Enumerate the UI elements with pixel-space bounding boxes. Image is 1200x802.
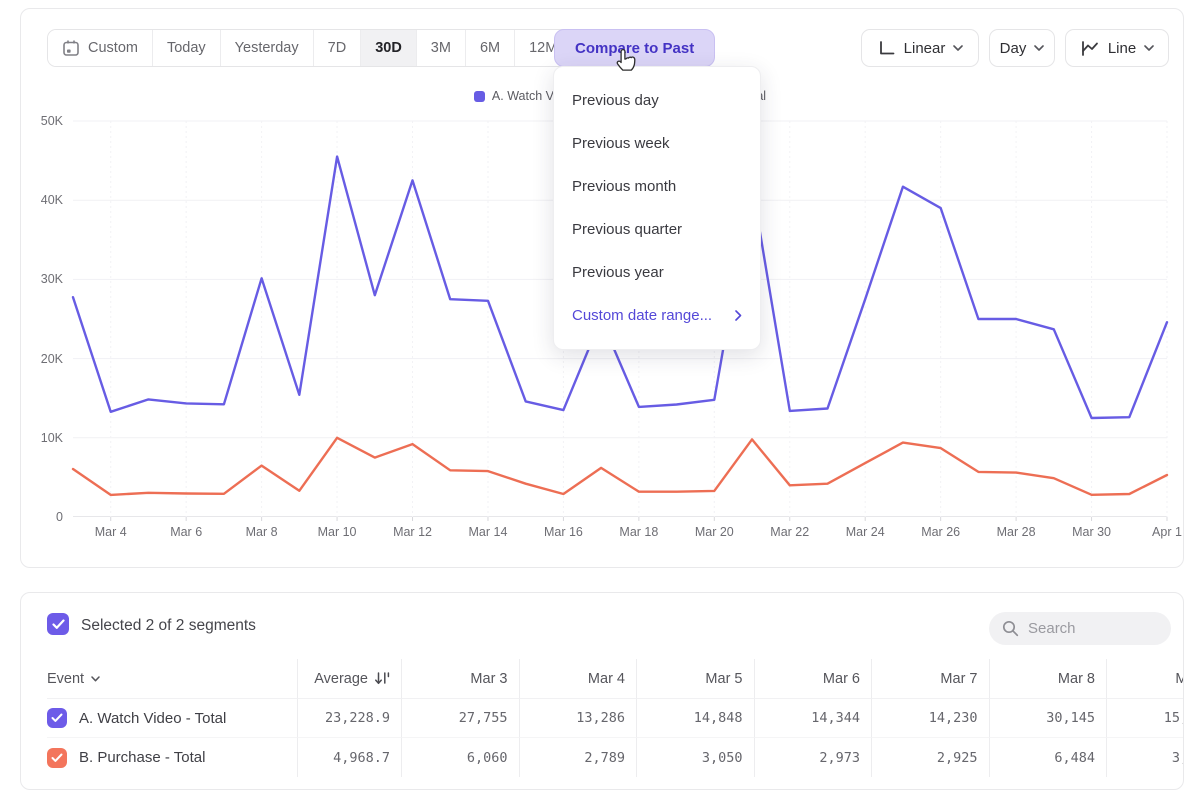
menu-item-previous-quarter[interactable]: Previous quarter (572, 221, 683, 238)
range-button-custom[interactable]: Custom (48, 30, 152, 66)
event-column-header[interactable]: Event (47, 659, 297, 699)
table-value: 14,344 (753, 699, 871, 738)
x-axis-label: Mar 16 (543, 525, 583, 539)
scale-dropdown-button[interactable]: Linear (861, 29, 979, 67)
interval-dropdown-button[interactable]: Day (989, 29, 1055, 67)
y-axis-label: 0 (56, 510, 63, 524)
table-value: 6,060 (401, 738, 519, 777)
table-value: 2,789 (518, 738, 637, 777)
table-value: 14,230 (871, 699, 989, 738)
x-axis-label: Mar 22 (770, 525, 810, 539)
y-axis-label: 50K (40, 114, 63, 128)
menu-item-custom-date-range[interactable]: Custom date range... (554, 294, 760, 337)
average-column-header[interactable]: Average (297, 659, 401, 699)
table-value: 2,973 (753, 738, 872, 777)
menu-item-previous-day[interactable]: Previous day (572, 92, 659, 109)
y-axis-label: 40K (40, 193, 63, 208)
date-range-group: Custom Today Yesterday 7D 30D 3M 6M 12M (47, 29, 573, 67)
x-axis-label: Mar 30 (1072, 525, 1111, 539)
date-column-header[interactable]: Mar 7 (871, 659, 989, 699)
date-column-header[interactable]: Mar 8 (988, 659, 1106, 699)
y-axis-label: 20K (40, 351, 63, 366)
average-value: 23,228.9 (297, 699, 401, 738)
x-axis-label: Mar 24 (845, 525, 885, 539)
date-column-header[interactable]: Mar 9 (1106, 659, 1183, 699)
range-button-30d[interactable]: 30D (360, 30, 416, 66)
table-value: 3,050 (636, 738, 754, 777)
chart-type-dropdown-button[interactable]: Line (1065, 29, 1169, 67)
table-value: 15,432 (1106, 699, 1183, 738)
chevron-right-icon (735, 310, 742, 321)
x-axis-label: Mar 28 (996, 525, 1036, 539)
y-axis-label: 30K (40, 272, 63, 287)
segments-card: Selected 2 of 2 segments Event Average M… (20, 592, 1184, 790)
date-column-header[interactable]: Mar 3 (401, 659, 519, 699)
x-axis-label: Mar 18 (619, 525, 659, 539)
series-line-purchase[interactable] (71, 436, 1169, 497)
average-value: 4,968.7 (297, 738, 401, 777)
table-value: 3,311 (1106, 738, 1183, 777)
sort-descending-icon (375, 672, 390, 685)
compare-to-past-menu: Previous day Previous week Previous mont… (553, 66, 761, 350)
range-button-yesterday[interactable]: Yesterday (219, 30, 313, 66)
check-icon (51, 618, 65, 629)
table-value: 30,145 (988, 699, 1106, 738)
search-box[interactable] (989, 612, 1171, 645)
range-button-7d[interactable]: 7D (312, 30, 361, 66)
date-column-header[interactable]: Mar 5 (636, 659, 754, 699)
selected-segments-text: Selected 2 of 2 segments (81, 617, 256, 634)
check-icon (51, 753, 63, 762)
x-axis-label: Apr 1 (1152, 525, 1182, 539)
table-value: 6,484 (988, 738, 1107, 777)
range-button-6m[interactable]: 6M (464, 30, 515, 66)
x-axis-label: Mar 26 (921, 525, 961, 539)
segment-checkbox-purchase[interactable] (47, 747, 67, 768)
search-icon (1002, 620, 1019, 637)
check-icon (51, 713, 63, 722)
x-axis-label: Mar 8 (245, 525, 278, 539)
x-axis-label: Mar 4 (94, 525, 127, 539)
calendar-icon (63, 40, 79, 56)
table-row-purchase: B. Purchase - Total (47, 738, 297, 777)
legend-swatch (473, 90, 485, 102)
y-axis-label: 10K (40, 430, 63, 445)
table-row-watch-video: A. Watch Video - Total (47, 699, 297, 738)
chevron-down-icon (1144, 45, 1154, 51)
x-axis-label: Mar 20 (694, 525, 734, 539)
menu-item-previous-week[interactable]: Previous week (572, 135, 670, 152)
date-column-header[interactable]: Mar 6 (753, 659, 871, 699)
chevron-down-icon (91, 675, 100, 681)
x-axis-label: Mar 14 (468, 525, 508, 539)
range-button-today[interactable]: Today (151, 30, 220, 66)
table-value: 27,755 (401, 699, 519, 738)
chevron-down-icon (953, 45, 964, 51)
compare-to-past-button[interactable]: Compare to Past (554, 29, 716, 67)
chevron-down-icon (1034, 45, 1045, 51)
x-axis-label: Mar 10 (317, 525, 357, 539)
series-line-watch-video[interactable] (71, 155, 1169, 420)
range-label: Custom (88, 40, 138, 56)
line-chart-icon (1081, 40, 1098, 56)
table-value: 14,848 (636, 699, 754, 738)
table-value: 13,286 (518, 699, 636, 738)
segments-table: Event Average Mar 3 Mar 4 Mar 5 Mar 6 Ma… (47, 659, 1183, 777)
x-axis-label: Mar 6 (170, 525, 203, 539)
date-column-header[interactable]: Mar 4 (518, 659, 636, 699)
table-value: 2,925 (871, 738, 989, 777)
menu-item-previous-year[interactable]: Previous year (572, 264, 664, 281)
segment-checkbox-watch-video[interactable] (47, 708, 67, 728)
select-all-checkbox[interactable] (47, 613, 69, 635)
search-input[interactable] (1028, 620, 1158, 637)
menu-item-previous-month[interactable]: Previous month (572, 178, 677, 195)
range-button-3m[interactable]: 3M (415, 30, 465, 66)
axis-scale-icon (879, 40, 895, 54)
x-axis-label: Mar 12 (393, 525, 432, 539)
